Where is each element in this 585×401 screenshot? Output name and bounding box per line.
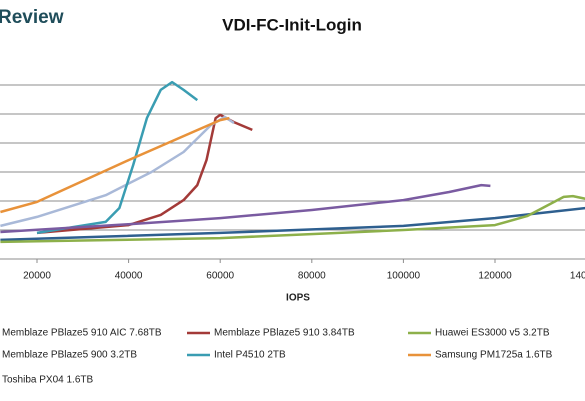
legend-label: Memblaze PBlaze5 910 3.84TB	[214, 328, 355, 339]
legend-label: Huawei ES3000 v5 3.2TB	[435, 328, 550, 339]
x-tick-label: 120000	[478, 271, 512, 282]
legend-label: Memblaze PBlaze5 900 3.2TB	[2, 350, 137, 361]
series-line	[0, 116, 230, 214]
legend-label: Memblaze PBlaze5 910 AIC 7.68TB	[2, 328, 162, 339]
x-tick-label: 140000	[570, 271, 585, 282]
chart-title: VDI-FC-Init-Login	[222, 15, 362, 34]
legend-label: Toshiba PX04 1.6TB	[2, 375, 93, 386]
x-axis-title: IOPS	[286, 293, 310, 304]
x-tick-label: 60000	[206, 271, 234, 282]
x-tick-label: 40000	[115, 271, 143, 282]
series-line	[0, 115, 235, 228]
series-line	[0, 194, 585, 244]
x-tick-label: 100000	[387, 271, 421, 282]
legend-label: Intel P4510 2TB	[214, 350, 286, 361]
series-line	[0, 183, 491, 234]
series-line	[0, 206, 585, 242]
legend-label: Samsung PM1725a 1.6TB	[435, 350, 553, 361]
x-tick-label: 20000	[23, 271, 51, 282]
brand: Review	[0, 7, 64, 28]
x-tick-label: 80000	[298, 271, 326, 282]
series-line	[36, 80, 199, 235]
series-line	[36, 113, 253, 235]
